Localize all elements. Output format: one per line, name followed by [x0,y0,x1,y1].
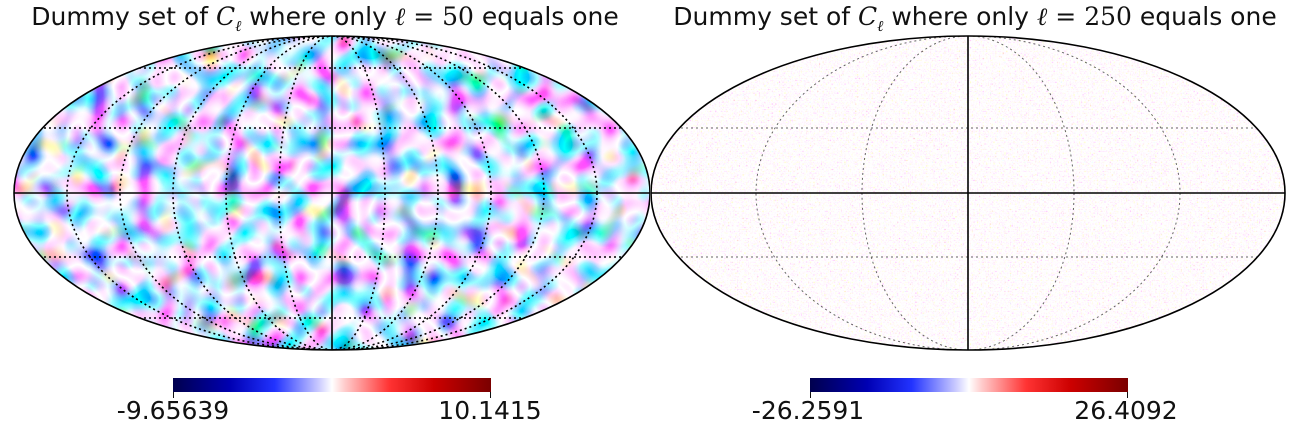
title-cl-symbol: C [858,2,878,31]
colorbar-min-label: -26.2591 [751,396,865,425]
colorbar-max-tick [490,392,491,398]
title-suffix: equals one [1131,2,1277,31]
title-ell: ℓ = 50 [395,2,474,31]
title-ell-value: 250 [1084,2,1132,31]
colorbar-min-tick [173,392,174,398]
title-ell-symbol: ℓ = [394,2,443,31]
map-panel-ell-50: Dummy set of Cℓ where only ℓ = 50 equals… [0,2,650,425]
colorbar-max-tick [1127,392,1128,398]
title-cl-subscript: ℓ [877,17,884,35]
colorbar-min-tick [810,392,811,398]
mollweide-map [13,35,650,351]
title-middle: where only [241,2,395,31]
title-ell-value: 50 [442,2,474,31]
colorbar-max-label: 26.4092 [1074,396,1178,425]
title-prefix: Dummy set of [31,2,216,31]
map-title: Dummy set of Cℓ where only ℓ = 50 equals… [0,2,650,36]
title-ell-symbol: ℓ = [1036,2,1085,31]
title-suffix: equals one [473,2,619,31]
map-panel-ell-250: Dummy set of Cℓ where only ℓ = 250 equal… [650,0,1300,430]
title-cl-subscript: ℓ [235,17,242,35]
title-prefix: Dummy set of [673,2,859,31]
title-cl-symbol: C [215,2,236,31]
mollweide-map [650,35,1286,351]
map-title: Dummy set of Cℓ where only ℓ = 250 equal… [650,2,1300,36]
colorbar-max-label: 10.1415 [438,396,542,425]
title-middle: where only [883,2,1037,31]
title-cl: Cℓ [215,2,241,35]
title-ell: ℓ = 250 [1037,2,1132,31]
map-outline [13,35,650,351]
title-cl: Cℓ [858,2,883,35]
colorbar [810,378,1128,392]
colorbar-min-label: -9.65639 [116,396,230,425]
colorbar [173,378,491,392]
map-outline [650,35,1286,351]
